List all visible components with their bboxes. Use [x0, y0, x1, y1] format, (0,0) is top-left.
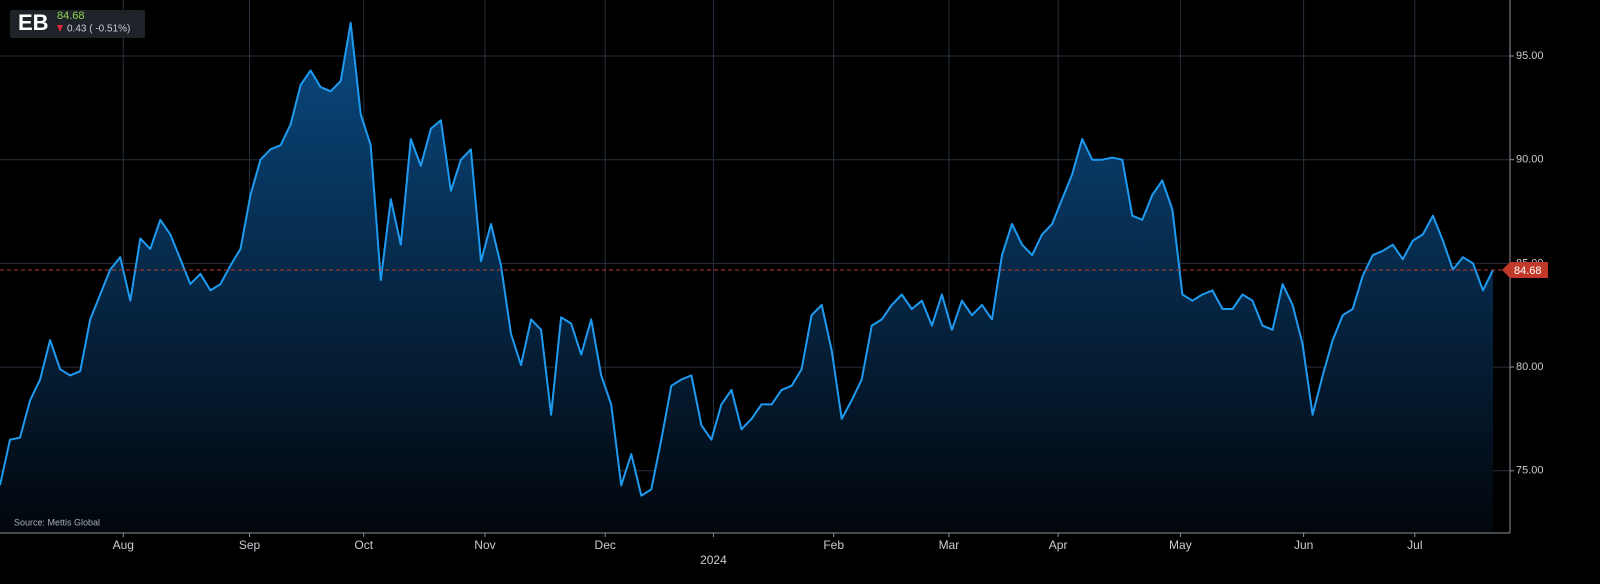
y-tick-label: 80.00 [1516, 361, 1544, 373]
x-tick-label: 2024 [700, 553, 727, 567]
last-price-tag [1502, 262, 1548, 279]
x-tick-label: Oct [354, 538, 373, 552]
price: 84.68 [57, 10, 85, 22]
area [0, 22, 1493, 534]
last-price-label: 84.68 [1514, 265, 1542, 277]
x-tick-label: Feb [823, 538, 844, 552]
x-tick-label: Nov [474, 538, 495, 552]
y-tick-label: 95.00 [1516, 50, 1544, 62]
line [0, 21, 1494, 497]
x-tick-label: Sep [239, 538, 261, 552]
y-tick-label: 90.00 [1516, 154, 1544, 166]
down-arrow [57, 25, 63, 32]
x-tick-label: Dec [595, 538, 616, 552]
y-tick-label: 75.00 [1516, 465, 1544, 477]
x-tick-label: Aug [113, 538, 134, 552]
x-tick-label: Mar [939, 538, 960, 552]
change: 0.43 ( -0.51%) [67, 24, 130, 35]
x-tick-label: Jul [1407, 538, 1422, 552]
x-tick-label: Apr [1049, 538, 1068, 552]
x-tick-label: Jun [1294, 538, 1313, 552]
source: Source: Mettis Global [14, 517, 100, 527]
ticker: EB [18, 10, 49, 35]
x-tick-label: May [1169, 538, 1192, 552]
ticker-box [10, 10, 145, 38]
